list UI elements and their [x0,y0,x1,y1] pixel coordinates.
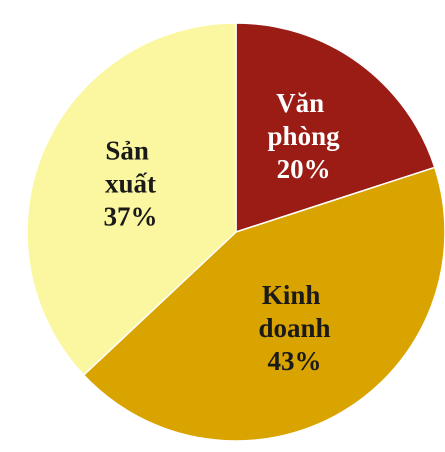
value-label: 20% [277,154,331,184]
label-line: Sản [105,136,155,166]
slice-label: Văn phòng [268,88,341,151]
label-line: xuất [105,169,156,199]
label-line: doanh [258,313,330,343]
pie-slice [235,22,436,234]
label-line: phòng [268,121,341,151]
slice-label: Sản xuất [105,136,156,199]
value-label: 43% [268,346,322,376]
label-line: Văn [276,88,331,118]
slice-label: Kinh doanh [258,280,330,343]
value-label: 37% [104,202,158,232]
pie-slice [26,22,237,377]
label-line: Kinh [262,280,327,310]
